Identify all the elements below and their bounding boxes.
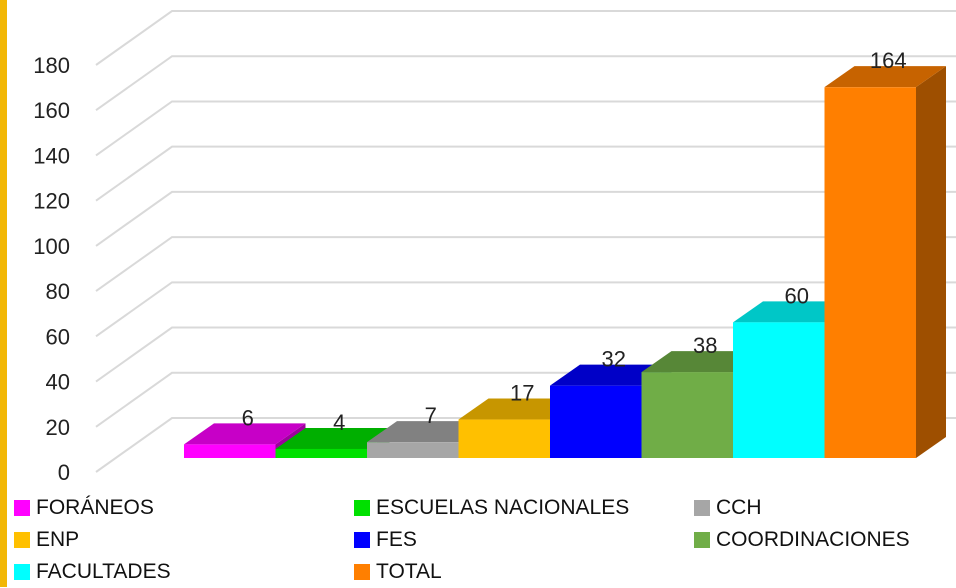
legend-label: COORDINACIONES	[716, 528, 910, 551]
legend-swatch	[14, 564, 30, 580]
legend-item: TOTAL	[354, 556, 442, 588]
bar-top	[275, 427, 397, 449]
legend-item: ENP	[14, 524, 79, 556]
data-label: 7	[425, 403, 437, 428]
bar-front	[367, 442, 459, 458]
gridline-140	[95, 100, 956, 157]
legend-swatch	[354, 564, 370, 580]
legend-label: FORÁNEOS	[36, 496, 154, 519]
gridline-160	[95, 55, 956, 112]
bar-top	[641, 351, 763, 373]
legend-label: ESCUELAS NACIONALES	[376, 496, 630, 519]
y-tick-label: 20	[46, 415, 70, 440]
legend-swatch	[694, 500, 710, 516]
data-label: 4	[333, 410, 345, 435]
y-tick-label: 0	[58, 460, 70, 485]
gridline-180	[95, 10, 956, 66]
y-tick-label: 60	[46, 324, 70, 349]
data-label: 6	[242, 405, 254, 430]
legend-label: TOTAL	[376, 560, 442, 583]
bar-top	[733, 301, 855, 323]
y-axis-ticks: 0 20 40 60 80 100 120 140 160 180	[33, 53, 70, 485]
legend-swatch	[694, 532, 710, 548]
y-tick-label: 140	[33, 143, 70, 168]
y-tick-label: 40	[46, 370, 70, 395]
legend-item: CCH	[694, 492, 762, 524]
legend-label: CCH	[716, 496, 762, 519]
bar-top	[184, 423, 306, 445]
y-tick-label: 180	[33, 53, 70, 78]
bar-front	[733, 322, 825, 458]
legend-swatch	[14, 500, 30, 516]
legend-item: FES	[354, 524, 417, 556]
bar-front	[184, 444, 276, 458]
bar-front	[275, 448, 367, 458]
data-label: 60	[785, 283, 809, 308]
bar-top	[824, 66, 946, 88]
gridline-80	[95, 236, 956, 292]
legend-item: FORÁNEOS	[14, 492, 154, 524]
bar-top	[367, 421, 489, 443]
left-accent-bar	[0, 0, 7, 587]
legend-label: FACULTADES	[36, 560, 171, 583]
bar-chart: 0 20 40 60 80 100 120 140 160 180 6 4 7 17 32 38 60 164	[33, 10, 956, 485]
legend-item: COORDINACIONES	[694, 524, 910, 556]
bar-top	[458, 398, 580, 420]
data-label: 38	[693, 333, 717, 358]
legend-label: ENP	[36, 528, 80, 551]
bar-front	[458, 419, 550, 458]
gridline-40	[95, 326, 956, 383]
bars: 6 4 7 17 32 38 60 164	[184, 48, 946, 458]
legend-swatch	[354, 500, 370, 516]
bar-side	[916, 66, 946, 458]
y-tick-label: 160	[33, 98, 70, 123]
data-label: 17	[510, 381, 534, 406]
y-tick-label: 80	[46, 279, 70, 304]
bar-front	[824, 87, 916, 458]
gridline-60	[95, 281, 956, 338]
legend-item: FACULTADES	[14, 556, 171, 588]
bar-front	[550, 385, 642, 458]
legend-swatch	[354, 532, 370, 548]
bar-top	[550, 364, 672, 386]
gridline-100	[95, 190, 956, 247]
data-label: 32	[602, 347, 626, 372]
legend-item: ESCUELAS NACIONALES	[354, 492, 629, 524]
chart-legend: FORÁNEOS ESCUELAS NACIONALES CCH ENP FES COOR…	[14, 488, 944, 584]
bar-front	[641, 372, 733, 458]
data-label: 164	[870, 48, 907, 73]
legend-label: FES	[376, 528, 417, 551]
legend-swatch	[14, 532, 30, 548]
bar-total: 164	[824, 48, 946, 458]
y-tick-label: 120	[33, 189, 70, 214]
y-tick-label: 100	[33, 234, 70, 259]
gridline-120	[95, 145, 956, 202]
